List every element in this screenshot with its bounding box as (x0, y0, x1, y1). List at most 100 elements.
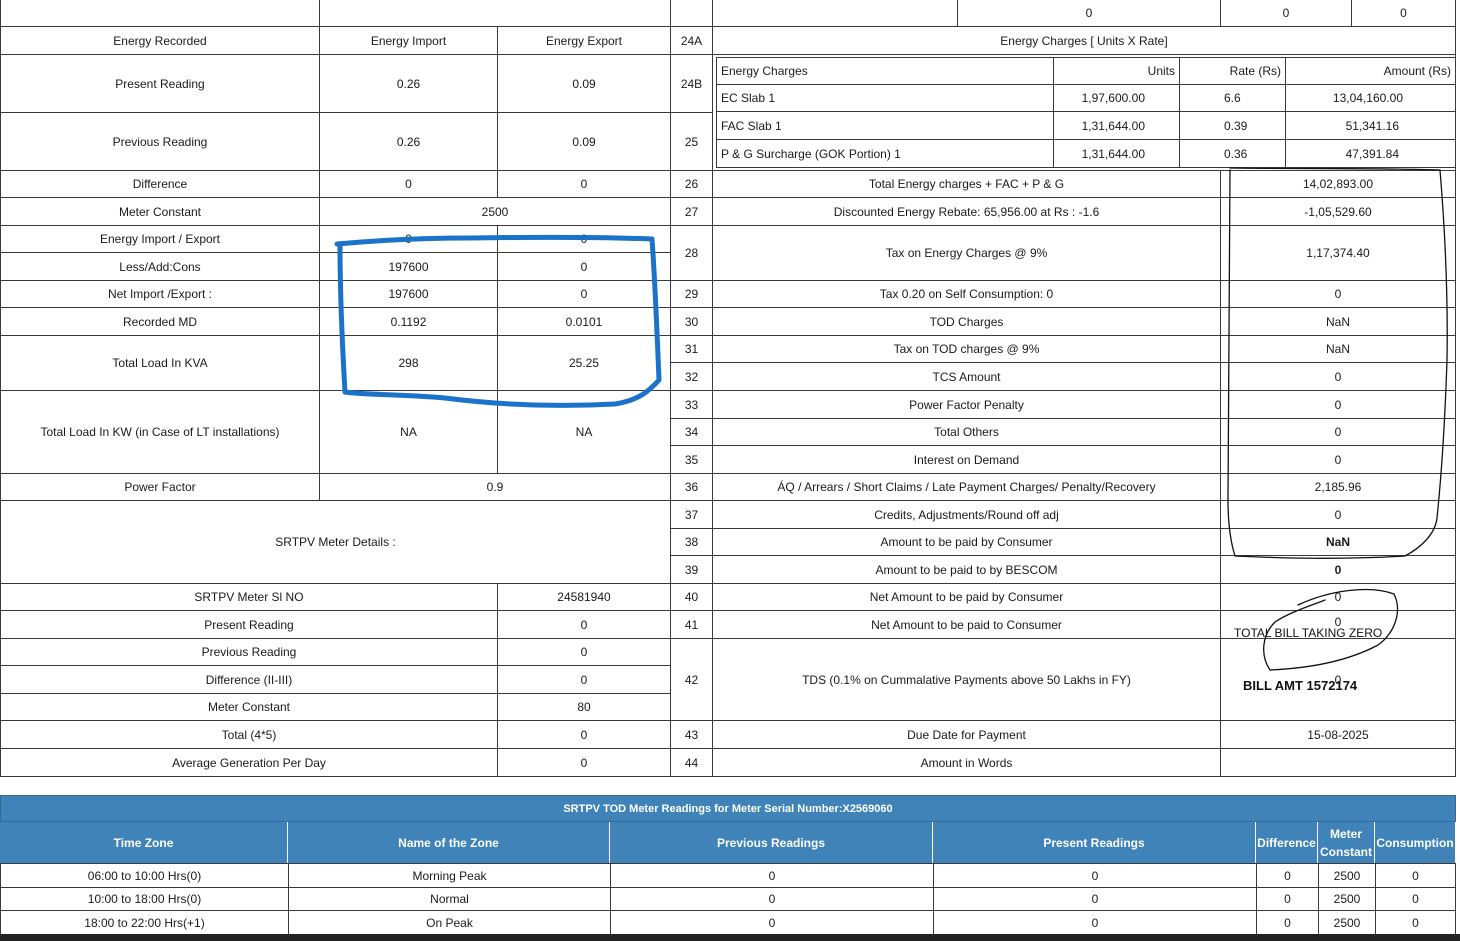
ec-header-name: Energy Charges (716, 57, 1054, 85)
srtpv-meter-constant-label: Meter Constant (0, 693, 498, 721)
less-add-cons-import: 197600 (319, 252, 498, 281)
arrears-value: 2,185.96 (1220, 473, 1456, 501)
energy-recorded-header: Energy Recorded (0, 26, 320, 55)
ec-row-ec-slab-amount: 13,04,160.00 (1285, 84, 1456, 112)
row-num-26: 26 (670, 170, 713, 198)
energy-import-header: Energy Import (319, 26, 498, 55)
row-num-35: 35 (670, 445, 713, 474)
amount-paid-by-consumer-value: NaN (1220, 528, 1456, 556)
less-add-cons-export: 0 (497, 252, 671, 281)
row-num-32: 32 (670, 362, 713, 391)
tod-row-1-consumption: 0 (1375, 863, 1456, 888)
tod-header-zone-name: Name of the Zone (288, 822, 610, 863)
net-amount-to-consumer-label: Net Amount to be paid to Consumer (712, 610, 1221, 639)
row-num-34: 34 (670, 418, 713, 446)
tod-row-2-constant: 2500 (1318, 887, 1376, 911)
amount-paid-by-bescom-label: Amount to be paid to by BESCOM (712, 555, 1221, 584)
row-num-27: 27 (670, 197, 713, 226)
ec-row-pg-surcharge-rate: 0.36 (1179, 139, 1286, 168)
ec-row-pg-surcharge-units: 1,31,644.00 (1053, 139, 1180, 168)
row-num-37: 37 (670, 500, 713, 529)
present-reading-export: 0.09 (497, 54, 671, 113)
row-num-31: 31 (670, 335, 713, 363)
recorded-md-import: 0.1192 (319, 307, 498, 336)
previous-reading-import: 0.26 (319, 112, 498, 171)
ec-header-rate: Rate (Rs) (1179, 57, 1286, 85)
previous-reading-label: Previous Reading (0, 112, 320, 171)
tod-row-3-consumption: 0 (1375, 910, 1456, 935)
tax-self-consumption-label: Tax 0.20 on Self Consumption: 0 (712, 280, 1221, 308)
row-num-38: 38 (670, 528, 713, 556)
power-factor-value: 0.9 (319, 473, 671, 501)
top-num-blank (670, 0, 713, 27)
net-amount-by-consumer-label: Net Amount to be paid by Consumer (712, 583, 1221, 611)
tod-row-3-previous: 0 (610, 910, 934, 935)
due-date-label: Due Date for Payment (712, 720, 1221, 749)
discounted-rebate-value: -1,05,529.60 (1220, 197, 1456, 226)
tod-row-2-present: 0 (933, 887, 1257, 911)
difference-label: Difference (0, 170, 320, 198)
less-add-cons-label: Less/Add:Cons (0, 252, 320, 281)
row-num-24b: 24B (670, 54, 713, 113)
total-energy-charges-label: Total Energy charges + FAC + P & G (712, 170, 1221, 198)
total-load-kw-export: NA (497, 390, 671, 474)
energy-import-export-export: 0 (497, 225, 671, 253)
tod-row-3-time: 18:00 to 22:00 Hrs(+1) (0, 910, 289, 935)
recorded-md-label: Recorded MD (0, 307, 320, 336)
top-label-blank (712, 0, 958, 27)
difference-import: 0 (319, 170, 498, 198)
top-value-3: 0 (1351, 0, 1456, 27)
window-bottom-edge (0, 934, 1460, 941)
tod-row-3-present: 0 (933, 910, 1257, 935)
tod-header-present: Present Readings (933, 822, 1256, 863)
row-num-30: 30 (670, 307, 713, 336)
top-mid-blank (319, 0, 671, 27)
srtpv-meter-constant-value: 80 (497, 693, 671, 721)
tod-header-consumption: Consumption (1375, 822, 1456, 863)
tod-table-title: SRTPV TOD Meter Readings for Meter Seria… (0, 795, 1456, 822)
ec-row-ec-slab-rate: 6.6 (1179, 84, 1286, 112)
ec-row-pg-surcharge-amount: 47,391.84 (1285, 139, 1456, 168)
interest-on-demand-value: 0 (1220, 445, 1456, 474)
energy-charges-heading: Energy Charges [ Units X Rate] (712, 26, 1456, 55)
tod-row-2-time: 10:00 to 18:00 Hrs(0) (0, 887, 289, 911)
row-num-29: 29 (670, 280, 713, 308)
credits-adjustments-label: Credits, Adjustments/Round off adj (712, 500, 1221, 529)
tod-row-3-zone: On Peak (288, 910, 611, 935)
amount-paid-by-bescom-value: 0 (1220, 555, 1456, 584)
total-load-kva-label: Total Load In KVA (0, 335, 320, 391)
row-num-42: 42 (670, 638, 713, 721)
tcs-amount-label: TCS Amount (712, 362, 1221, 391)
total-load-kw-label: Total Load In KW (in Case of LT installa… (0, 390, 320, 474)
total-load-kw-import: NA (319, 390, 498, 474)
tax-self-consumption-value: 0 (1220, 280, 1456, 308)
tod-row-2-previous: 0 (610, 887, 934, 911)
tod-header-previous: Previous Readings (610, 822, 933, 863)
row-num-44: 44 (670, 748, 713, 777)
handwritten-note-total-bill-zero: TOTAL BILL TAKING ZERO (1234, 626, 1383, 640)
srtpv-previous-reading-label: Previous Reading (0, 638, 498, 666)
net-import-export-export: 0 (497, 280, 671, 308)
row-num-43: 43 (670, 720, 713, 749)
previous-reading-export: 0.09 (497, 112, 671, 171)
ec-row-pg-surcharge-name: P & G Surcharge (GOK Portion) 1 (716, 139, 1054, 168)
tod-header-meter-constant-line1: Meter (1329, 826, 1362, 841)
ec-row-fac-slab-amount: 51,341.16 (1285, 111, 1456, 140)
tod-header-time-zone: Time Zone (0, 822, 288, 863)
tax-energy-charges-value: 1,17,374.40 (1220, 225, 1456, 281)
tod-header-meter-constant-line2: Constant (1320, 844, 1372, 859)
amount-paid-by-consumer-label: Amount to be paid by Consumer (712, 528, 1221, 556)
row-num-24a: 24A (670, 26, 713, 55)
ec-row-ec-slab-units: 1,97,600.00 (1053, 84, 1180, 112)
total-energy-charges-value: 14,02,893.00 (1220, 170, 1456, 198)
arrears-label: ÁQ / Arrears / Short Claims / Late Payme… (712, 473, 1221, 501)
row-num-40: 40 (670, 583, 713, 611)
tod-header-difference: Difference (1256, 822, 1318, 863)
discounted-rebate-label: Discounted Energy Rebate: 65,956.00 at R… (712, 197, 1221, 226)
difference-export: 0 (497, 170, 671, 198)
top-value-2: 0 (1220, 0, 1352, 27)
present-reading-import: 0.26 (319, 54, 498, 113)
ec-row-fac-slab-name: FAC Slab 1 (716, 111, 1054, 140)
tod-charges-value: NaN (1220, 307, 1456, 336)
srtpv-meter-sl-no-label: SRTPV Meter Sl NO (0, 583, 498, 611)
